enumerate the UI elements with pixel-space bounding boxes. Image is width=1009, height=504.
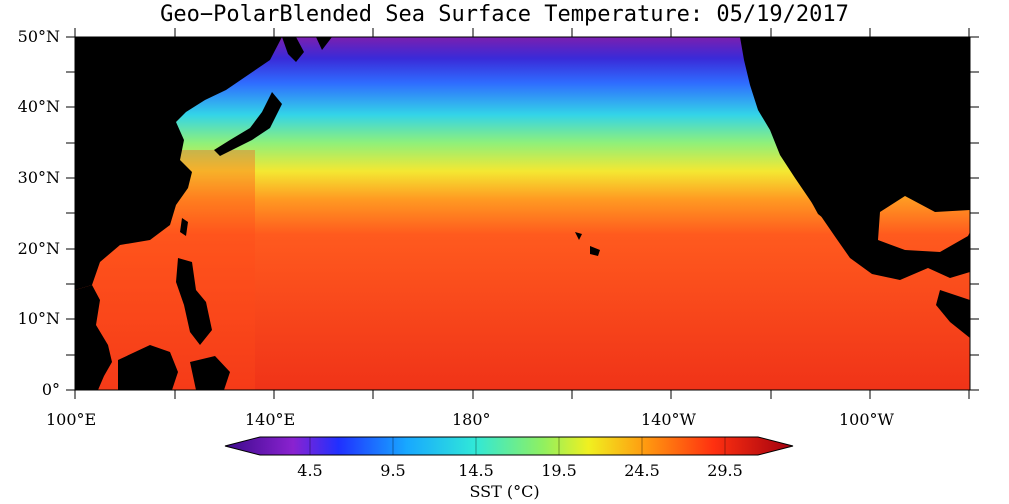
lat-label-10n: 10°N [17,309,60,328]
lat-label-30n: 30°N [17,168,60,187]
lat-ticks [66,36,979,391]
land [75,37,970,390]
lon-label-180: 180° [452,410,491,429]
lat-label-0: 0° [41,380,60,399]
colorbar-title: SST (°C) [469,482,540,501]
colorbar-tick-label: 24.5 [624,461,660,480]
colorbar-tick-label: 14.5 [458,461,494,480]
colorbar-tick-label: 4.5 [297,461,323,480]
lon-label-140e: 140°E [245,410,296,429]
lat-label-50n: 50°N [17,27,60,46]
lon-label-100w: 100°W [839,410,894,429]
lon-label-140w: 140°W [641,410,696,429]
lon-ticks [74,28,970,399]
lon-label-100e: 100°E [46,410,97,429]
colorbar-tick-label: 9.5 [380,461,406,480]
colorbar-tick-label: 29.5 [707,461,743,480]
lat-label-20n: 20°N [17,239,60,258]
lat-label-40n: 40°N [17,97,60,116]
colorbar-body [224,436,794,456]
map-title: Geo−PolarBlended Sea Surface Temperature… [160,2,849,27]
colorbar [224,436,794,456]
colorbar-tick-label: 19.5 [541,461,577,480]
